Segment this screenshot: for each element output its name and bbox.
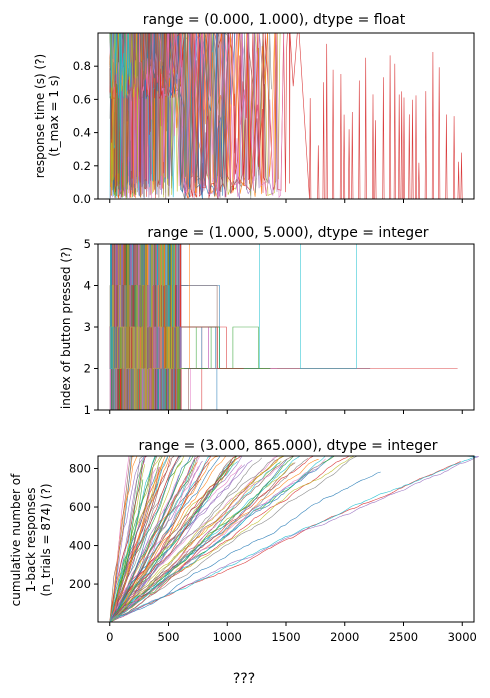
panel-response-time: range = (0.000, 1.000), dtype = float re…: [33, 12, 475, 206]
panel-2-title: range = (1.000, 5.000), dtype = integer: [147, 225, 428, 241]
y-tick-label: 0.2: [73, 159, 91, 173]
button-index-series: [109, 243, 185, 411]
cumulative-series: [109, 463, 284, 623]
y-tick-label: 0.0: [73, 192, 91, 206]
y-tick-label: 200: [69, 577, 91, 591]
panel-2-series: [109, 243, 458, 411]
cumulative-series: [109, 471, 381, 623]
cumulative-series: [109, 455, 166, 623]
y-tick-label: 0.6: [73, 92, 91, 106]
panel-2-y-ticks: 1 2 3 4 5: [84, 237, 98, 417]
y-tick-label: 3: [84, 320, 91, 334]
cumulative-series: [109, 460, 143, 623]
y-tick-label: 5: [84, 237, 91, 251]
x-tick-label: 2500: [389, 630, 418, 644]
cumulative-series: [109, 455, 185, 623]
cumulative-series: [109, 455, 138, 623]
y-tick-label: 0.8: [73, 59, 91, 73]
panel-3-title: range = (3.000, 865.000), dtype = intege…: [139, 438, 438, 454]
x-tick-label: 3000: [448, 630, 477, 644]
y-tick-label: 800: [69, 462, 91, 476]
cumulative-series: [109, 455, 131, 623]
y-tick-label: 0.4: [73, 126, 91, 140]
button-index-series: [109, 243, 115, 411]
cumulative-series: [109, 455, 285, 623]
panel-3-y-ticks: 200 400 600 800: [69, 462, 98, 591]
panel-3-ylabel-line-3: (n_trials = 874) (?): [39, 483, 53, 596]
cumulative-series: [109, 457, 169, 623]
cumulative-series: [109, 455, 179, 623]
panel-1-y-ticks: 0.0 0.2 0.4 0.6 0.8: [73, 59, 98, 206]
cumulative-series: [109, 455, 175, 623]
cumulative-series: [109, 462, 198, 623]
panel-2-frame: [97, 243, 475, 411]
x-tick-label: 500: [158, 630, 180, 644]
y-tick-label: 400: [69, 539, 91, 553]
x-tick-label: 1000: [213, 630, 242, 644]
cumulative-series: [109, 465, 199, 623]
cumulative-series: [109, 478, 202, 623]
y-tick-label: 4: [84, 279, 91, 293]
cumulative-series: [109, 455, 355, 623]
panel-1-frame: [97, 32, 475, 200]
cumulative-series: [109, 455, 243, 623]
panel-cumulative: range = (3.000, 865.000), dtype = intege…: [9, 438, 479, 644]
cumulative-series: [109, 455, 220, 623]
cumulative-series: [109, 461, 238, 623]
cumulative-series: [109, 455, 476, 623]
cumulative-series: [109, 461, 461, 623]
panel-2-ylabel: index of button pressed (?): [59, 247, 73, 409]
x-tick-label: 1500: [271, 630, 300, 644]
cumulative-series: [109, 458, 275, 623]
cumulative-series: [109, 455, 279, 623]
panel-button-index: range = (1.000, 5.000), dtype = integer …: [59, 225, 475, 417]
cumulative-series: [109, 455, 196, 623]
cumulative-series: [109, 459, 232, 623]
y-tick-label: 1: [84, 403, 91, 417]
cumulative-series: [109, 455, 238, 623]
y-tick-label: 2: [84, 362, 91, 376]
panel-3-ylabel-line-2: 1-back responses: [24, 487, 38, 592]
cumulative-series: [109, 455, 294, 623]
x-tick-label: 2000: [330, 630, 359, 644]
panel-1-title: range = (0.000, 1.000), dtype = float: [143, 12, 406, 28]
cumulative-series: [109, 455, 327, 623]
cumulative-series: [109, 455, 184, 623]
panel-3-frame: [97, 455, 475, 623]
cumulative-series: [109, 455, 351, 623]
cumulative-series: [109, 455, 158, 623]
cumulative-series: [109, 459, 196, 623]
y-tick-label: 600: [69, 500, 91, 514]
cumulative-series: [109, 455, 159, 623]
panel-3-ylabel-line-1: cumulative number of: [9, 473, 23, 607]
cumulative-series: [109, 455, 359, 623]
panel-2-x-ticks: [109, 410, 463, 414]
figure-xlabel: ???: [233, 671, 255, 687]
cumulative-series: [109, 455, 242, 623]
panel-1-series: [109, 32, 463, 200]
panel-3-x-ticks: 0 500 1000 1500 2000 2500 3000: [106, 622, 477, 644]
panel-3-series: [109, 455, 479, 623]
cumulative-series: [109, 455, 319, 623]
panel-1-ylabel-line-1: response time (s) (?): [33, 54, 47, 178]
panel-1-ylabel-line-2: (t_max = 1 s): [47, 75, 61, 157]
x-tick-label: 0: [106, 630, 113, 644]
panel-1-x-ticks: [109, 199, 463, 203]
